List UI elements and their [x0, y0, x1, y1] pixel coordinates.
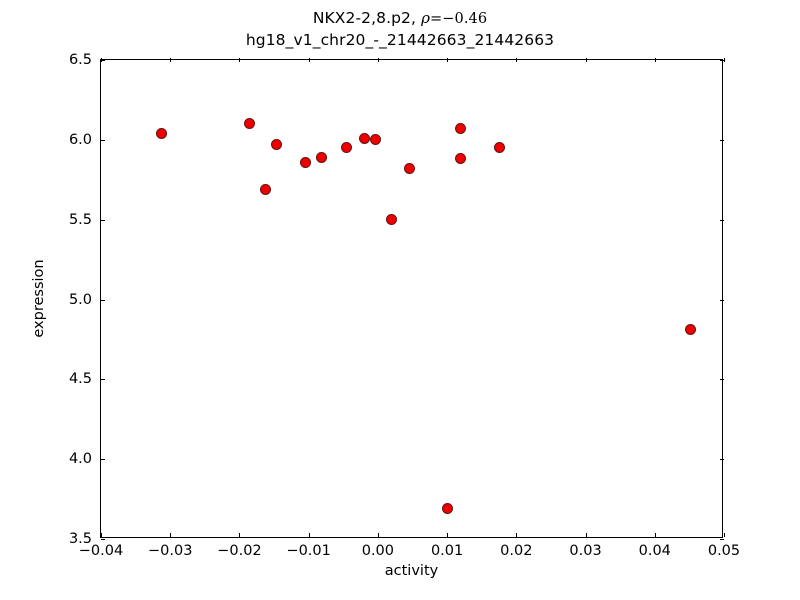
- scatter-point: [385, 214, 397, 226]
- x-axis-tick-mark-top: [239, 58, 241, 62]
- x-axis-label: activity: [384, 563, 439, 579]
- x-axis-tick-mark-top: [377, 58, 379, 62]
- y-axis-label: expression: [31, 259, 47, 338]
- y-axis-tick-mark: [101, 60, 105, 61]
- scatter-point: [369, 134, 381, 146]
- x-axis-tick-label: 0.04: [638, 543, 671, 559]
- x-axis-tick-mark: [308, 533, 310, 537]
- x-axis-tick-mark-top: [447, 58, 449, 62]
- y-axis-tick-mark: [101, 459, 105, 461]
- y-axis-tick-label: 3.5: [68, 531, 92, 547]
- y-axis-tick-mark-right: [720, 539, 724, 540]
- x-axis-tick-label: 0.00: [361, 543, 395, 559]
- y-axis-tick-mark-right: [720, 60, 724, 61]
- y-axis-tick-mark-right: [720, 219, 724, 221]
- x-axis-tick-mark-top: [101, 58, 102, 62]
- y-axis-tick-label: 6.0: [68, 131, 92, 148]
- y-axis-tick-label: 5.5: [68, 211, 92, 228]
- rho-value: =−0.46: [430, 11, 488, 27]
- scatter-point: [244, 118, 256, 130]
- scatter-point: [493, 142, 505, 154]
- y-axis-tick-mark-right: [720, 299, 724, 301]
- scatter-point: [299, 156, 311, 168]
- x-axis-tick-mark-top: [654, 58, 656, 62]
- x-axis-tick-mark: [170, 533, 172, 537]
- x-axis-tick-mark: [101, 533, 102, 537]
- x-axis-tick-mark-top: [516, 58, 518, 62]
- y-axis-tick-label: 5.0: [68, 291, 92, 308]
- x-axis-tick-mark-top: [308, 58, 310, 62]
- scatter-point: [403, 163, 415, 175]
- x-axis-tick-label: −0.02: [217, 543, 262, 559]
- chart-title: NKX2-2,8.p2, ρ=−0.46 hg18_v1_chr20_-_214…: [0, 8, 800, 51]
- y-axis-tick-label: 4.5: [68, 371, 92, 388]
- x-axis-tick-mark: [447, 533, 449, 537]
- scatter-point: [684, 324, 696, 336]
- x-axis-tick-mark-top: [170, 58, 172, 62]
- scatter-point: [454, 123, 466, 135]
- scatter-point: [358, 132, 370, 144]
- x-axis-tick-mark: [724, 533, 725, 537]
- x-axis-tick-label: 0.05: [707, 543, 741, 559]
- x-axis-tick-label: −0.04: [78, 543, 124, 559]
- scatter-point: [260, 183, 272, 195]
- x-axis-tick-mark: [654, 533, 656, 537]
- y-axis-tick-mark-right: [720, 379, 724, 381]
- x-axis-tick-mark-top: [724, 58, 725, 62]
- rho-symbol: ρ: [421, 9, 430, 27]
- scatter-point: [454, 153, 466, 165]
- scatter-point: [271, 139, 283, 151]
- y-axis-tick-mark: [101, 139, 105, 141]
- scatter-point: [156, 127, 168, 139]
- scatter-point: [315, 151, 327, 163]
- y-axis-tick-mark: [101, 379, 105, 381]
- y-axis-tick-mark: [101, 219, 105, 221]
- x-axis-tick-mark: [377, 533, 379, 537]
- y-axis-tick-label: 4.0: [68, 451, 92, 468]
- x-axis-tick-mark: [516, 533, 518, 537]
- y-axis-tick-mark-right: [720, 459, 724, 461]
- chart-title-name: NKX2-2,8.p2,: [312, 9, 422, 27]
- y-axis-tick-label: 6.5: [68, 52, 92, 68]
- plot-axes-frame: 3.5 4.0 4.5 5.0 5.5 6.0 6.5 −0.04 −0.03 −0.02 −0.0…: [69, 52, 740, 559]
- y-axis-tick-mark: [101, 539, 105, 540]
- x-axis-tick-label: 0.02: [500, 543, 533, 559]
- y-axis-tick-mark-right: [720, 139, 724, 141]
- x-axis-tick-label: −0.03: [148, 543, 193, 559]
- x-axis-tick-label: −0.01: [286, 543, 331, 559]
- scatter-point: [442, 503, 454, 515]
- x-axis-tick-mark: [585, 533, 587, 537]
- x-axis-tick-label: 0.01: [430, 543, 464, 559]
- chart-title-line-1: NKX2-2,8.p2, ρ=−0.46: [0, 8, 800, 30]
- scatter-point: [340, 142, 352, 154]
- x-axis-tick-mark-top: [585, 58, 587, 62]
- plot-data-area: [101, 60, 722, 537]
- y-axis-tick-mark: [101, 299, 105, 301]
- x-axis-tick-mark: [239, 533, 241, 537]
- chart-title-line-2: hg18_v1_chr20_-_21442663_21442663: [245, 31, 555, 49]
- x-axis-tick-label: 0.03: [569, 543, 602, 559]
